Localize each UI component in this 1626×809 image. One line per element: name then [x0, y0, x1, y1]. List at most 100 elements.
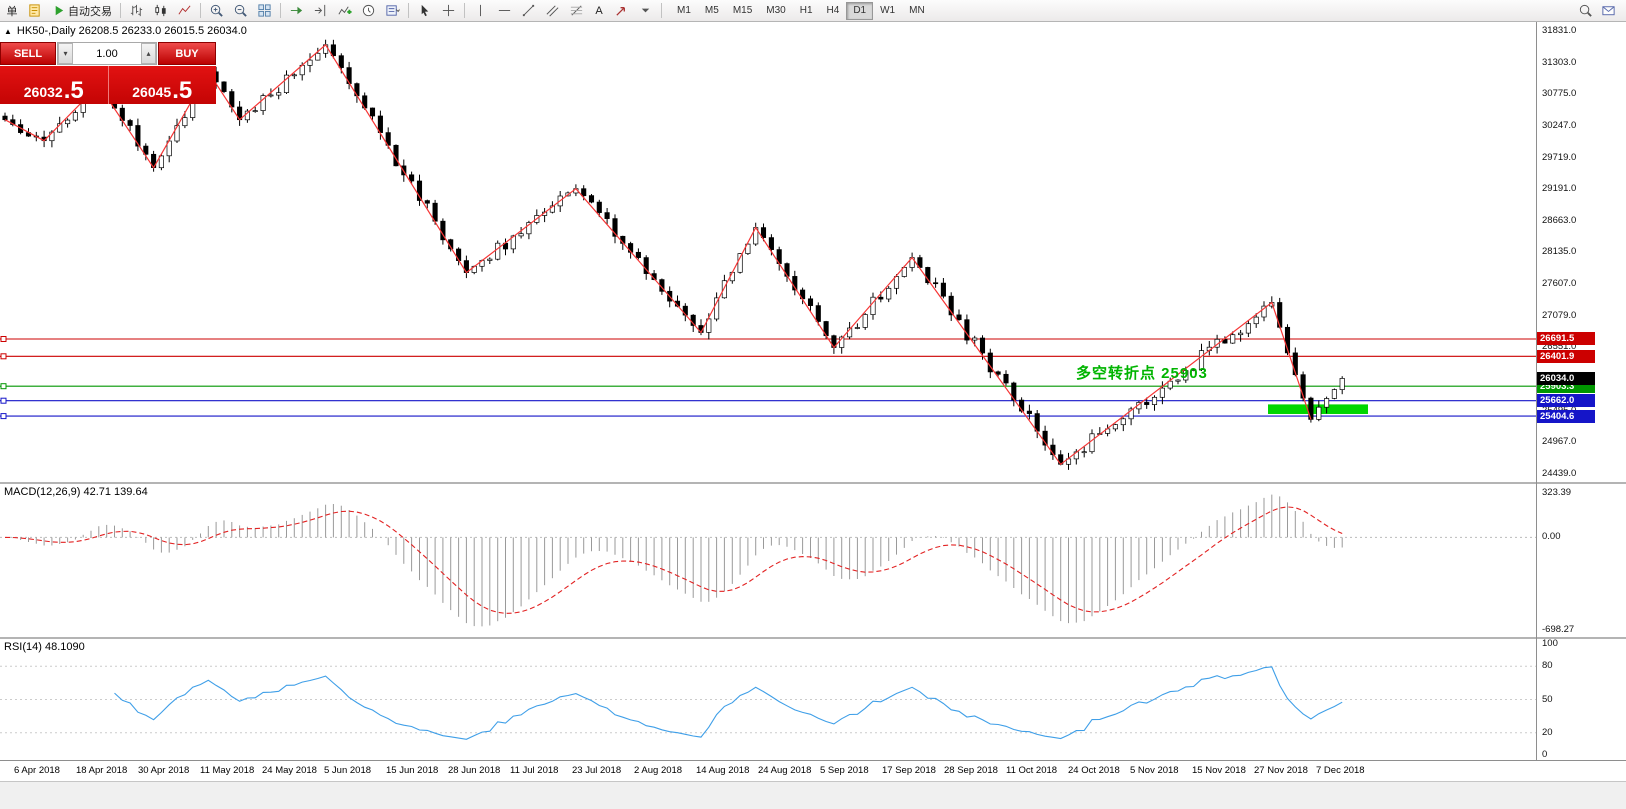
timeframe-m30-button[interactable]: M30	[766, 5, 786, 16]
rsi-chart[interactable]	[0, 639, 1536, 760]
vertical-line-icon[interactable]	[469, 1, 492, 20]
date-axis-label: 6 Apr 2018	[14, 765, 60, 776]
volume-input[interactable]	[73, 43, 141, 64]
price-chart[interactable]	[0, 22, 1536, 482]
date-axis-label: 2 Aug 2018	[634, 765, 683, 776]
volume-decrease-button[interactable]: ▾	[58, 43, 73, 64]
macd-axis-label: 323.39	[1542, 487, 1572, 498]
panel-splitter[interactable]	[0, 637, 1626, 639]
rsi-axis-label: 20	[1542, 727, 1553, 738]
date-axis-label: 24 May 2018	[262, 765, 317, 776]
macd-axis-label: -698.27	[1542, 624, 1575, 635]
tile-windows-icon[interactable]	[253, 1, 276, 20]
auto-scroll-icon[interactable]	[285, 1, 308, 20]
bar-chart-icon[interactable]	[125, 1, 148, 20]
timeframe-w1-button[interactable]: W1	[880, 5, 896, 16]
date-axis[interactable]: 6 Apr 2018 18 Apr 2018 30 Apr 2018 11 May 2…	[0, 760, 1626, 781]
rsi-axis-label: 80	[1542, 660, 1553, 671]
candlestick-chart-icon[interactable]	[149, 1, 172, 20]
bar-chart-icon	[129, 3, 144, 18]
vertical-line-icon	[473, 3, 488, 18]
timeframe-m5-button[interactable]: M5	[704, 5, 719, 16]
arrows-tool-icon	[614, 3, 629, 18]
date-axis-label: 28 Sep 2018	[944, 765, 998, 776]
date-axis-label: 7 Dec 2018	[1316, 765, 1365, 776]
price-badge: 26034.0	[1537, 372, 1595, 385]
tile-windows-icon	[257, 3, 272, 18]
timeframe-d1-button[interactable]: D1	[846, 1, 874, 20]
toolbar-separator	[200, 3, 201, 18]
date-axis-label: 11 May 2018	[200, 765, 255, 776]
price-axis-label: 27079.0	[1542, 310, 1577, 321]
horizontal-line-icon[interactable]	[493, 1, 516, 20]
sell-price[interactable]: 26032.5	[0, 66, 108, 104]
collapse-panel-icon[interactable]: ▲	[4, 26, 12, 36]
crosshair-icon	[441, 3, 456, 18]
search-icon[interactable]	[1574, 1, 1597, 20]
periods-dropdown-icon[interactable]	[357, 1, 380, 20]
line-chart-icon[interactable]	[173, 1, 196, 20]
chart-text-annotation[interactable]: 多空转折点 25903	[1076, 365, 1208, 382]
templates-dropdown-icon[interactable]	[381, 1, 404, 20]
rsi-axis[interactable]: 100 80 50 20 0	[1537, 638, 1626, 760]
date-axis-label: 27 Nov 2018	[1254, 765, 1308, 776]
timeframe-h1-button[interactable]: H1	[799, 5, 813, 16]
auto-trading-button[interactable]: 自动交易	[47, 1, 116, 20]
toolbar-right-icons	[1574, 1, 1620, 20]
macd-axis-label: 0.00	[1542, 531, 1561, 542]
new-order-button-label: 单	[6, 5, 18, 18]
auto-trading-button-label: 自动交易	[68, 5, 112, 18]
equidistant-channel-icon[interactable]	[541, 1, 564, 20]
timeframe-h4-button[interactable]: H4	[826, 5, 840, 16]
zoom-in-icon[interactable]	[205, 1, 228, 20]
sell-button[interactable]: SELL	[0, 42, 56, 65]
shapes-dropdown-icon[interactable]	[634, 1, 657, 20]
macd-axis[interactable]: 323.39 0.00 -698.27	[1537, 484, 1626, 637]
chart-title: ▲ HK50-,Daily 26208.5 26233.0 26015.5 26…	[4, 25, 247, 37]
mailbox-icon[interactable]	[1597, 1, 1620, 20]
date-axis-label: 24 Oct 2018	[1068, 765, 1120, 776]
toolbar-separator	[408, 3, 409, 18]
price-axis-label: 29191.0	[1542, 183, 1577, 194]
cursor-icon[interactable]	[413, 1, 436, 20]
toolbar-separator	[120, 3, 121, 18]
notebook-icon[interactable]	[23, 1, 46, 20]
indicators-icon[interactable]	[333, 1, 356, 20]
crosshair-icon[interactable]	[437, 1, 460, 20]
cursor-icon	[417, 3, 432, 18]
new-order-button[interactable]: 单	[2, 1, 22, 20]
bottom-strip	[0, 781, 1626, 809]
date-axis-label: 11 Oct 2018	[1006, 765, 1058, 776]
equidistant-channel-icon	[545, 3, 560, 18]
volume-increase-button[interactable]: ▴	[141, 43, 156, 64]
buy-button[interactable]: BUY	[158, 42, 216, 65]
candlestick-chart-icon	[153, 3, 168, 18]
chart-shift-icon	[313, 3, 328, 18]
date-axis-label: 28 Jun 2018	[448, 765, 501, 776]
timeframe-m15-button[interactable]: M15	[732, 5, 753, 16]
toolbar-separator	[464, 3, 465, 18]
trendline-icon[interactable]	[517, 1, 540, 20]
zoom-out-icon	[233, 3, 248, 18]
timeframe-mn-button[interactable]: MN	[909, 5, 925, 16]
shapes-dropdown-icon	[638, 3, 653, 18]
indicators-icon	[337, 3, 352, 18]
arrows-tool-icon[interactable]	[610, 1, 633, 20]
horizontal-line-icon	[497, 3, 512, 18]
price-axis-label: 28135.0	[1542, 246, 1577, 257]
rsi-axis-label: 0	[1542, 749, 1548, 760]
price-axis[interactable]: 31831.0 31303.0 30775.0 30247.0 29719.0 29191…	[1537, 22, 1626, 482]
date-axis-label: 15 Jun 2018	[386, 765, 439, 776]
notebook-icon	[27, 3, 42, 18]
date-axis-label: 30 Apr 2018	[138, 765, 190, 776]
timeframe-m1-button[interactable]: M1	[677, 5, 691, 16]
macd-chart[interactable]	[0, 484, 1536, 637]
panel-splitter[interactable]	[0, 482, 1626, 484]
buy-price[interactable]: 26045.5	[107, 66, 216, 104]
chart-shift-icon[interactable]	[309, 1, 332, 20]
fibonacci-retracement-icon[interactable]	[565, 1, 588, 20]
one-click-trading-panel: SELL ▾ ▴ BUY 26032.5 26045.5	[0, 42, 216, 104]
text-tool-button[interactable]: A	[589, 1, 609, 20]
zoom-out-icon[interactable]	[229, 1, 252, 20]
date-axis-label: 5 Jun 2018	[324, 765, 372, 776]
